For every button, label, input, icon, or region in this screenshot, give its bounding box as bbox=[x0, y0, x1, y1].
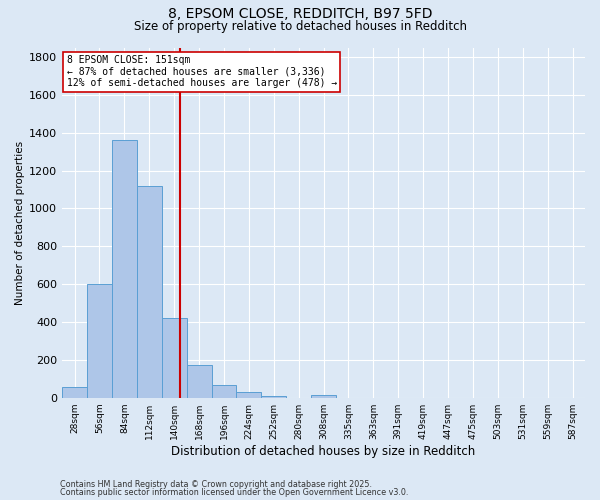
Bar bbox=[137, 186, 162, 398]
Bar bbox=[262, 396, 286, 398]
Text: 8 EPSOM CLOSE: 151sqm
← 87% of detached houses are smaller (3,336)
12% of semi-d: 8 EPSOM CLOSE: 151sqm ← 87% of detached … bbox=[67, 55, 337, 88]
Text: Contains public sector information licensed under the Open Government Licence v3: Contains public sector information licen… bbox=[60, 488, 409, 497]
Text: Size of property relative to detached houses in Redditch: Size of property relative to detached ho… bbox=[133, 20, 467, 33]
Text: Contains HM Land Registry data © Crown copyright and database right 2025.: Contains HM Land Registry data © Crown c… bbox=[60, 480, 372, 489]
Bar bbox=[236, 392, 262, 398]
Bar bbox=[162, 318, 187, 398]
Bar bbox=[212, 386, 236, 398]
X-axis label: Distribution of detached houses by size in Redditch: Distribution of detached houses by size … bbox=[172, 444, 476, 458]
Bar bbox=[311, 396, 336, 398]
Y-axis label: Number of detached properties: Number of detached properties bbox=[15, 140, 25, 304]
Bar bbox=[187, 364, 212, 398]
Text: 8, EPSOM CLOSE, REDDITCH, B97 5FD: 8, EPSOM CLOSE, REDDITCH, B97 5FD bbox=[168, 8, 432, 22]
Bar bbox=[112, 140, 137, 398]
Bar bbox=[62, 388, 87, 398]
Bar bbox=[87, 284, 112, 398]
